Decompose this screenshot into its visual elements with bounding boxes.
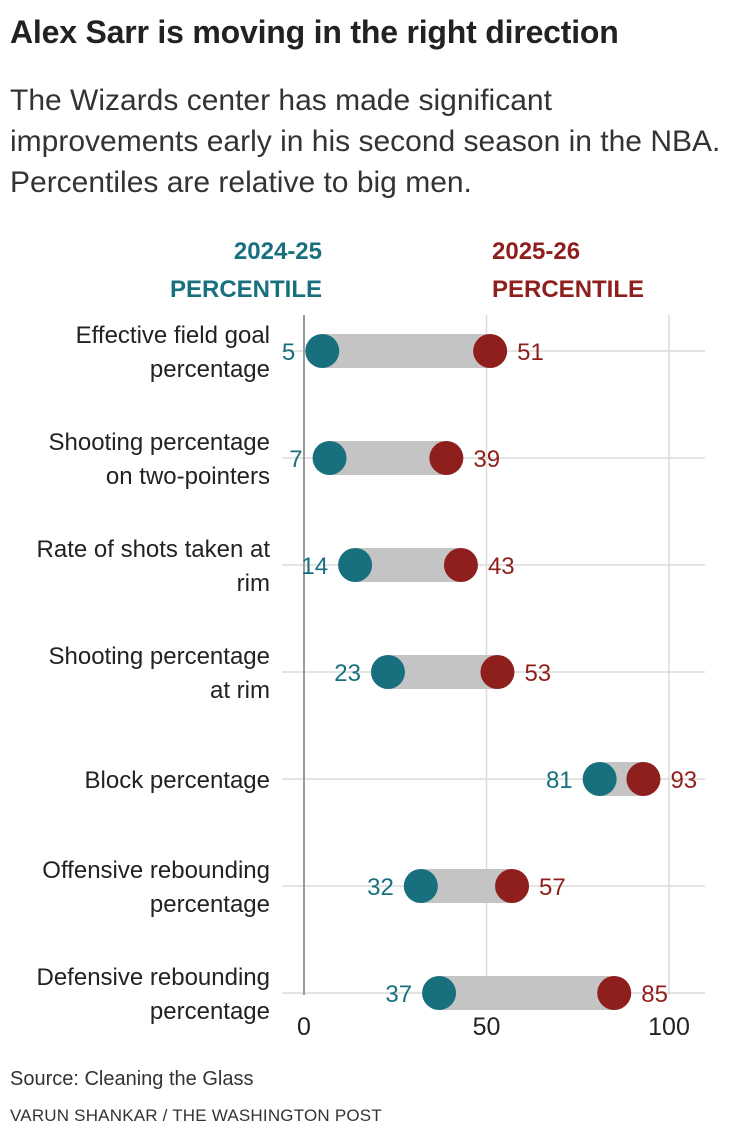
dumbbell-chart: 2024-25 PERCENTILE 2025-26 PERCENTILE Effect…: [37, 238, 705, 1041]
category-label: at rim: [210, 677, 270, 704]
legend-label-2024: PERCENTILE: [170, 276, 322, 303]
dumbbell-connector: [355, 548, 461, 582]
dot-2024: [582, 762, 617, 796]
category-label: on two-pointers: [106, 463, 270, 490]
value-label-2024: 37: [385, 981, 412, 1008]
value-label-2025: 85: [641, 981, 668, 1008]
source-note: Source: Cleaning the Glass: [10, 1068, 254, 1090]
chart-title: Alex Sarr is moving in the right directi…: [10, 14, 619, 50]
dot-2024: [422, 976, 457, 1010]
dot-2025: [429, 441, 464, 475]
dot-2025: [443, 548, 478, 582]
value-label-2025: 43: [488, 553, 515, 580]
dumbbell-connector: [387, 655, 498, 689]
value-label-2024: 7: [289, 446, 302, 473]
category-label: Rate of shots taken at: [37, 536, 271, 563]
category-label: Block percentage: [85, 767, 270, 794]
category-label: percentage: [150, 998, 270, 1025]
dot-2024: [403, 869, 438, 903]
dot-2025: [473, 334, 508, 368]
category-label: Offensive rebounding: [42, 857, 270, 884]
value-label-2025: 53: [524, 660, 551, 687]
category-label: Shooting percentage: [48, 429, 270, 456]
chart-subtitle: The Wizards center has made significant …: [10, 84, 721, 199]
dumbbell-connector: [322, 334, 491, 368]
category-label: Effective field goal: [76, 322, 270, 349]
category-label: rim: [237, 570, 270, 597]
legend-label-2025: 2025-26: [492, 238, 580, 265]
dumbbell-connector: [439, 976, 615, 1010]
value-label-2025: 93: [670, 767, 697, 794]
value-label-2024: 14: [301, 553, 328, 580]
value-label-2025: 39: [473, 446, 500, 473]
dot-2025: [597, 976, 632, 1010]
value-label-2025: 57: [539, 874, 566, 901]
dot-2024: [370, 655, 405, 689]
category-label: percentage: [150, 356, 270, 383]
dot-2025: [495, 869, 530, 903]
value-label-2024: 23: [334, 660, 361, 687]
dot-2025: [626, 762, 661, 796]
dot-2024: [338, 548, 373, 582]
dumbbell-connector: [329, 441, 447, 475]
legend-label-2024: 2024-25: [234, 238, 322, 265]
category-label: percentage: [150, 891, 270, 918]
x-tick-label: 50: [473, 1013, 501, 1041]
value-label-2024: 81: [546, 767, 573, 794]
credit-line: VARUN SHANKAR / THE WASHINGTON POST: [10, 1106, 382, 1125]
dot-2024: [305, 334, 340, 368]
x-tick-label: 100: [648, 1013, 690, 1041]
category-label: Shooting percentage: [48, 643, 270, 670]
value-label-2024: 32: [367, 874, 394, 901]
legend-label-2025: PERCENTILE: [492, 276, 644, 303]
dot-2025: [480, 655, 515, 689]
dot-2024: [312, 441, 347, 475]
value-label-2024: 5: [282, 339, 295, 366]
value-label-2025: 51: [517, 339, 544, 366]
x-tick-label: 0: [297, 1013, 311, 1041]
category-label: Defensive rebounding: [37, 964, 271, 991]
